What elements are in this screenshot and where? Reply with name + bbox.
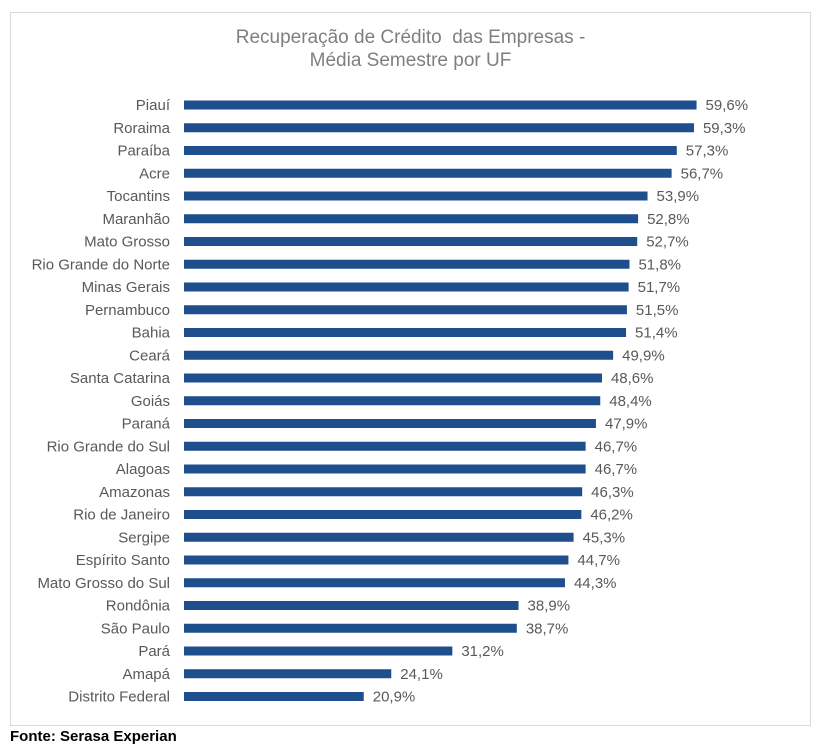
category-label: Mato Grosso <box>84 234 170 251</box>
bar <box>184 282 629 292</box>
value-label: 24,1% <box>400 666 443 683</box>
value-label: 46,7% <box>595 461 638 478</box>
bar <box>184 464 586 474</box>
bar <box>184 578 565 588</box>
category-label: Rio Grande do Sul <box>47 438 170 455</box>
value-label: 46,3% <box>591 484 634 501</box>
value-label: 31,2% <box>461 643 504 660</box>
value-label: 45,3% <box>583 529 626 546</box>
value-label: 44,7% <box>577 552 620 569</box>
category-label: Distrito Federal <box>68 689 170 706</box>
category-label: Piauí <box>136 97 171 114</box>
bar <box>184 214 639 224</box>
value-label: 46,2% <box>590 507 633 524</box>
category-label: Goiás <box>131 393 170 410</box>
bar <box>184 100 697 110</box>
category-label: Rondônia <box>106 598 171 615</box>
category-label: Amazonas <box>99 484 170 501</box>
category-label: Amapá <box>122 666 170 683</box>
value-label: 20,9% <box>373 689 416 706</box>
bar <box>184 646 453 656</box>
category-label: Rio Grande do Norte <box>32 256 170 273</box>
value-label: 51,5% <box>636 302 679 319</box>
bar <box>184 623 517 633</box>
category-label: Maranhão <box>102 211 170 228</box>
category-label: Tocantins <box>107 188 170 205</box>
bar <box>184 168 672 178</box>
bar <box>184 259 630 269</box>
value-label: 38,9% <box>528 598 571 615</box>
chart-title-line-1: Recuperação de Crédito das Empresas - <box>235 27 586 48</box>
category-label: Paraíba <box>117 143 170 160</box>
value-label: 47,9% <box>605 416 648 433</box>
category-label: Pará <box>138 643 170 660</box>
bar <box>184 350 614 360</box>
category-label: Mato Grosso do Sul <box>37 575 170 592</box>
category-label: Espírito Santo <box>76 552 170 569</box>
bar <box>184 692 364 701</box>
value-label: 48,4% <box>609 393 652 410</box>
value-label: 46,7% <box>595 438 638 455</box>
category-label: Paraná <box>122 416 171 433</box>
category-label: Sergipe <box>118 529 170 546</box>
category-label: Minas Gerais <box>82 279 170 296</box>
category-label: Pernambuco <box>85 302 170 319</box>
value-label: 51,4% <box>635 325 678 342</box>
bar <box>184 146 677 155</box>
value-label: 53,9% <box>657 188 700 205</box>
category-label: Bahia <box>132 325 171 342</box>
category-label: São Paulo <box>101 620 170 637</box>
value-label: 51,8% <box>638 256 681 273</box>
bar <box>184 441 586 451</box>
bar <box>184 396 601 406</box>
value-label: 57,3% <box>686 143 729 160</box>
bar <box>184 191 648 201</box>
value-label: 38,7% <box>526 620 569 637</box>
chart-title-line-2: Média Semestre por UF <box>309 50 512 71</box>
bar <box>184 555 569 565</box>
value-label: 59,3% <box>703 120 746 137</box>
category-label: Roraima <box>113 120 170 137</box>
bar <box>184 237 638 246</box>
bar <box>184 328 627 337</box>
chart-title: Recuperação de Crédito das Empresas - Mé… <box>10 26 811 72</box>
value-label: 49,9% <box>622 347 665 364</box>
value-label: 52,7% <box>646 234 689 251</box>
category-label: Ceará <box>129 347 171 364</box>
bar <box>184 669 392 679</box>
bar <box>184 601 519 610</box>
value-label: 56,7% <box>681 165 724 182</box>
category-label: Santa Catarina <box>70 370 171 387</box>
value-label: 44,3% <box>574 575 617 592</box>
category-label: Rio de Janeiro <box>73 507 170 524</box>
bar <box>184 532 574 542</box>
bar <box>184 510 582 519</box>
source-note: Fonte: Serasa Experian <box>10 728 177 745</box>
bar <box>184 419 596 428</box>
category-label: Acre <box>139 165 170 182</box>
value-label: 51,7% <box>638 279 681 296</box>
category-label: Alagoas <box>116 461 170 478</box>
bar <box>184 487 583 497</box>
bar <box>184 305 627 315</box>
bar <box>184 373 602 383</box>
value-label: 52,8% <box>647 211 690 228</box>
bar <box>184 123 694 133</box>
value-label: 59,6% <box>706 97 749 114</box>
value-label: 48,6% <box>611 370 654 387</box>
